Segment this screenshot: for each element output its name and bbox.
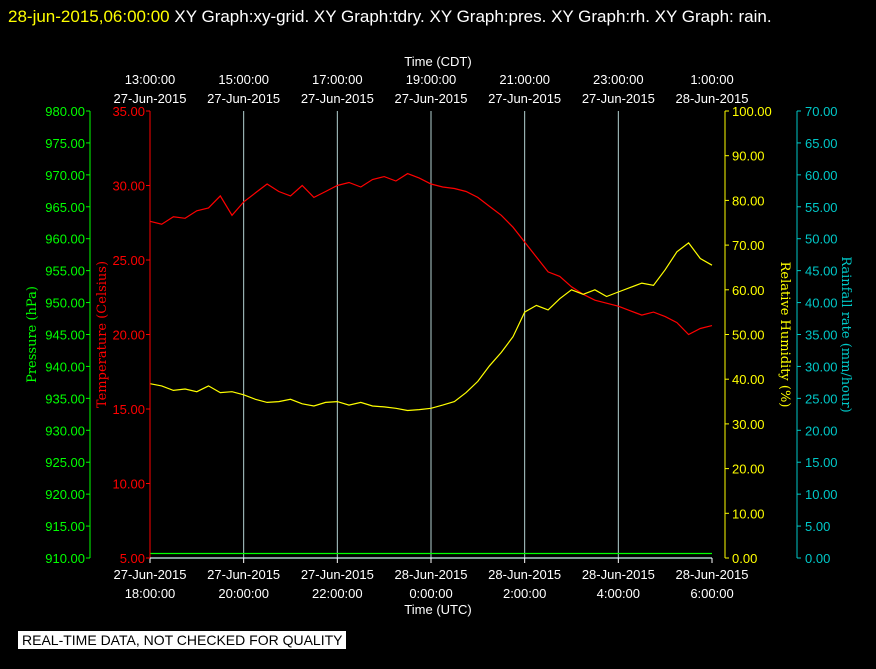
- rain-tick-label: 65.00: [805, 136, 838, 151]
- top-tick-label: 27-Jun-2015: [395, 91, 468, 106]
- pressure-tick-label: 955.00: [45, 264, 85, 279]
- rain-tick-label: 20.00: [805, 423, 838, 438]
- top-tick-label: 19:00:00: [406, 72, 457, 87]
- top-tick-label: 13:00:00: [125, 72, 176, 87]
- title-timestamp: 28-jun-2015,06:00:00: [8, 7, 170, 26]
- pressure-tick-label: 950.00: [45, 296, 85, 311]
- top-tick-label: 27-Jun-2015: [114, 91, 187, 106]
- rain-tick-label: 55.00: [805, 200, 838, 215]
- humidity-tick-label: 50.00: [732, 328, 765, 343]
- humidity-axis-title: Relative Humidity (%): [777, 262, 792, 408]
- humidity-tick-label: 30.00: [732, 417, 765, 432]
- axes: 13:00:00 27-Jun-2015 15:00:00 27-Jun-2015 17…: [25, 54, 853, 617]
- pressure-tick-label: 980.00: [45, 104, 85, 119]
- pressure-tick-label: 935.00: [45, 391, 85, 406]
- temperature-tick-label: 5.00: [120, 551, 145, 566]
- bottom-tick-label: 28-Jun-2015: [676, 567, 749, 582]
- temperature-tick-label: 20.00: [112, 328, 145, 343]
- temperature-tick-label: 35.00: [112, 104, 145, 119]
- humidity-tick-label: 60.00: [732, 283, 765, 298]
- humidity-line: [149, 242, 713, 412]
- rain-tick-label: 0.00: [805, 551, 830, 566]
- humidity-tick-label: 20.00: [732, 462, 765, 477]
- bottom-tick-label: 28-Jun-2015: [395, 567, 468, 582]
- bottom-tick-label: 4:00:00: [597, 586, 640, 601]
- temperature-axis-title: Temperature (Celsius): [95, 261, 110, 408]
- temperature-line: [149, 172, 713, 336]
- bottom-tick-label: 27-Jun-2015: [114, 567, 187, 582]
- rain-tick-label: 10.00: [805, 487, 838, 502]
- humidity-tick-label: 10.00: [732, 506, 765, 521]
- top-tick-label: 1:00:00: [690, 72, 733, 87]
- pressure-tick-label: 925.00: [45, 455, 85, 470]
- rain-tick-label: 50.00: [805, 232, 838, 247]
- temperature-tick-label: 30.00: [112, 179, 145, 194]
- pressure-tick-label: 915.00: [45, 519, 85, 534]
- humidity-tick-label: 100.00: [732, 104, 772, 119]
- chart-title: 28-jun-2015,06:00:00 XY Graph:xy-grid. X…: [8, 3, 868, 30]
- top-tick-label: 17:00:00: [312, 72, 363, 87]
- top-tick-label: 21:00:00: [499, 72, 550, 87]
- pressure-tick-label: 970.00: [45, 168, 85, 183]
- bottom-tick-label: 6:00:00: [690, 586, 733, 601]
- pressure-tick-label: 930.00: [45, 423, 85, 438]
- rain-tick-label: 25.00: [805, 391, 838, 406]
- humidity-tick-label: 90.00: [732, 149, 765, 164]
- top-tick-label: 15:00:00: [218, 72, 269, 87]
- rain-tick-label: 60.00: [805, 168, 838, 183]
- temperature-tick-label: 10.00: [112, 477, 145, 492]
- rain-tick-label: 35.00: [805, 328, 838, 343]
- humidity-tick-label: 70.00: [732, 238, 765, 253]
- humidity-tick-label: 80.00: [732, 193, 765, 208]
- bottom-tick-label: 0:00:00: [409, 586, 452, 601]
- title-text: XY Graph:xy-grid. XY Graph:tdry. XY Grap…: [174, 7, 772, 26]
- quality-note: REAL-TIME DATA, NOT CHECKED FOR QUALITY: [18, 631, 347, 649]
- bottom-tick-label: 28-Jun-2015: [582, 567, 655, 582]
- humidity-tick-label: 0.00: [732, 551, 757, 566]
- rain-tick-label: 5.00: [805, 519, 830, 534]
- rain-tick-label: 40.00: [805, 296, 838, 311]
- top-tick-label: 27-Jun-2015: [301, 91, 374, 106]
- pressure-tick-label: 920.00: [45, 487, 85, 502]
- rain-tick-label: 70.00: [805, 104, 838, 119]
- rain-tick-label: 30.00: [805, 359, 838, 374]
- bottom-tick-label: 2:00:00: [503, 586, 546, 601]
- top-tick-label: 23:00:00: [593, 72, 644, 87]
- bottom-tick-label: 22:00:00: [312, 586, 363, 601]
- pressure-tick-label: 910.00: [45, 551, 85, 566]
- pressure-tick-label: 960.00: [45, 232, 85, 247]
- pressure-tick-label: 975.00: [45, 136, 85, 151]
- top-tick-label: 28-Jun-2015: [676, 91, 749, 106]
- rain-tick-label: 45.00: [805, 264, 838, 279]
- top-tick-label: 27-Jun-2015: [488, 91, 561, 106]
- top-tick-label: 27-Jun-2015: [582, 91, 655, 106]
- bottom-tick-label: 27-Jun-2015: [207, 567, 280, 582]
- bottom-tick-label: 27-Jun-2015: [301, 567, 374, 582]
- rain-tick-label: 15.00: [805, 455, 838, 470]
- pressure-tick-label: 945.00: [45, 328, 85, 343]
- top-axis-title: Time (CDT): [404, 54, 471, 69]
- top-tick-label: 27-Jun-2015: [207, 91, 280, 106]
- pressure-tick-label: 940.00: [45, 359, 85, 374]
- bottom-tick-label: 28-Jun-2015: [488, 567, 561, 582]
- temperature-tick-label: 25.00: [112, 253, 145, 268]
- pressure-tick-label: 965.00: [45, 200, 85, 215]
- grid: [243, 111, 619, 558]
- pressure-axis-title: Pressure (hPa): [25, 286, 40, 383]
- humidity-tick-label: 40.00: [732, 372, 765, 387]
- bottom-tick-label: 20:00:00: [218, 586, 269, 601]
- bottom-tick-label: 18:00:00: [125, 586, 176, 601]
- rain-axis-title: Rainfall rate (mm/hour): [838, 256, 853, 412]
- temperature-tick-label: 15.00: [112, 402, 145, 417]
- bottom-axis-title: Time (UTC): [404, 602, 471, 617]
